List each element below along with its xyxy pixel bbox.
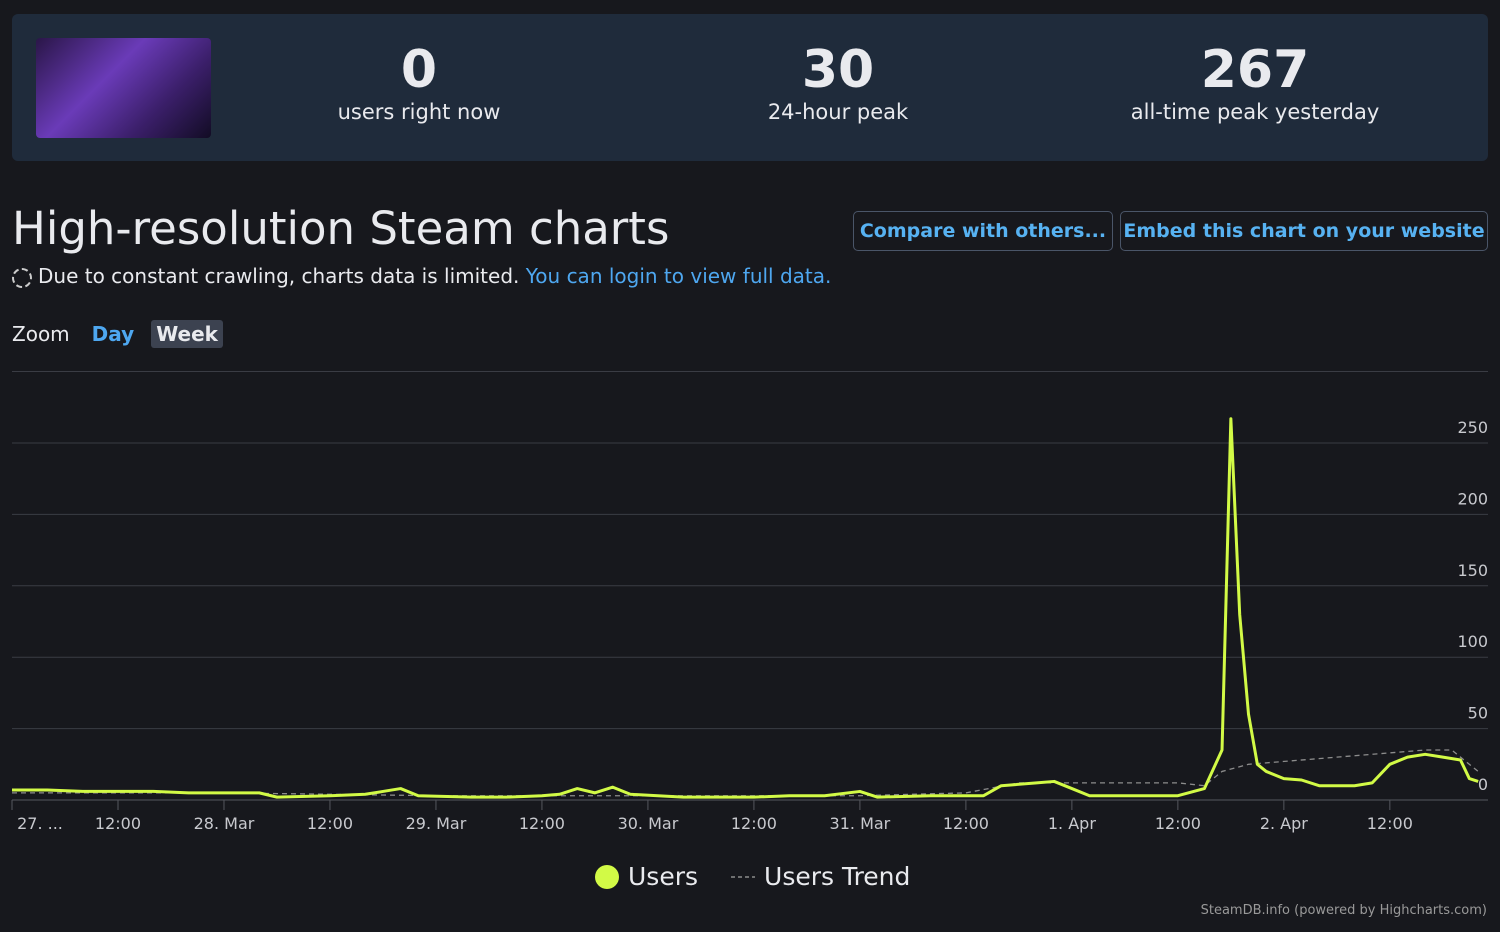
x-tick-label: 28. Mar bbox=[194, 814, 255, 833]
embed-button[interactable]: Embed this chart on your website bbox=[1120, 211, 1488, 251]
x-tick-label: 12:00 bbox=[519, 814, 565, 833]
stat: 267 all-time peak yesterday bbox=[1075, 40, 1435, 124]
y-tick-label: 200 bbox=[1457, 489, 1488, 508]
x-tick-label: 29. Mar bbox=[406, 814, 467, 833]
x-tick-label: 31. Mar bbox=[830, 814, 891, 833]
stat: 30 24-hour peak bbox=[658, 40, 1018, 124]
y-tick-label: 50 bbox=[1468, 704, 1488, 723]
x-tick-label: 12:00 bbox=[943, 814, 989, 833]
x-tick-label: 27. ... bbox=[17, 814, 63, 833]
x-tick-label: 12:00 bbox=[1155, 814, 1201, 833]
zoom: Zoom Day Week bbox=[12, 320, 235, 348]
x-tick-label: 12:00 bbox=[731, 814, 777, 833]
legend-label: Users Trend bbox=[764, 862, 910, 891]
notice: Due to constant crawling, charts data is… bbox=[12, 264, 831, 288]
chart: 0 50 100 150 200 250 27. ... 12:00 28. Mar 12:00 2… bbox=[11, 371, 1488, 918]
stat-value: 267 bbox=[1200, 40, 1310, 100]
x-tick-label: 12:00 bbox=[307, 814, 353, 833]
stat-label: all-time peak yesterday bbox=[1130, 100, 1380, 124]
icon bbox=[12, 268, 32, 288]
y-tick-label: 100 bbox=[1457, 632, 1488, 651]
zoom-option[interactable]: Week bbox=[151, 320, 223, 348]
legend-label: Users bbox=[628, 862, 698, 891]
series-line bbox=[12, 749, 1479, 797]
x-tick-label: 30. Mar bbox=[618, 814, 679, 833]
notice-text: Due to constant crawling, charts data is… bbox=[38, 264, 520, 288]
x-tick-label: 1. Apr bbox=[1048, 814, 1096, 833]
stats-panel: 0 users right now 30 24-hour peak 267 all-t… bbox=[12, 14, 1488, 161]
y-tick-label: 0 bbox=[1478, 775, 1488, 794]
compare-button[interactable]: Compare with others... bbox=[853, 211, 1113, 251]
stat-value: 0 bbox=[400, 40, 438, 100]
series-line bbox=[12, 417, 1479, 799]
x-tick-label: 12:00 bbox=[1367, 814, 1413, 833]
legend-symbol bbox=[595, 865, 619, 889]
game-thumbnail bbox=[36, 38, 211, 138]
stat-label: 24-hour peak bbox=[767, 100, 909, 124]
x-tick-label: 2. Apr bbox=[1260, 814, 1308, 833]
credits: SteamDB.info (powered by Highcharts.com) bbox=[1201, 903, 1487, 918]
section-title: High-resolution Steam charts bbox=[12, 202, 670, 255]
zoom-option[interactable]: Day bbox=[91, 322, 135, 346]
y-tick-label: 250 bbox=[1457, 418, 1488, 437]
stat: 0 users right now bbox=[239, 40, 599, 124]
y-tick-label: 150 bbox=[1457, 561, 1488, 580]
stat-value: 30 bbox=[801, 40, 875, 100]
login-link[interactable]: You can login to view full data. bbox=[525, 264, 832, 288]
x-tick-label: 12:00 bbox=[95, 814, 141, 833]
zoom-label: Zoom bbox=[12, 322, 70, 346]
stat-label: users right now bbox=[337, 100, 501, 124]
